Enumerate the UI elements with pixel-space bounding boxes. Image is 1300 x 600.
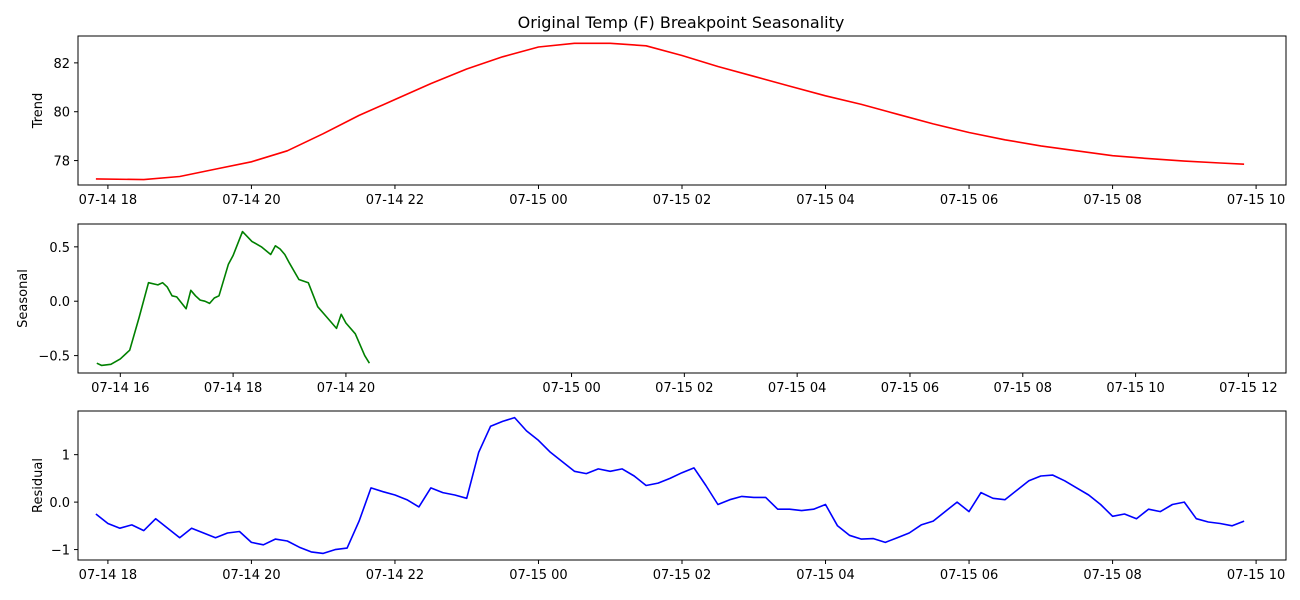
x-tick-label: 07-15 06 (881, 381, 939, 396)
y-tick-label: 78 (53, 155, 70, 170)
residual-panel: 07-14 18 07-14 20 07-14 22 07-15 00 07-15 02… (31, 410, 1287, 583)
x-tick-label: 07-14 20 (222, 193, 280, 208)
y-tick-label: 0.5 (49, 241, 70, 256)
x-tick-label: 07-14 18 (79, 193, 137, 208)
x-tick-label: 07-15 12 (1219, 381, 1277, 396)
x-tick-label: 07-15 02 (653, 193, 711, 208)
x-tick-label: 07-15 10 (1227, 193, 1285, 208)
trend-y-axis-label: Trend (31, 93, 46, 130)
y-tick-label: 1 (62, 449, 70, 464)
x-tick-label: 07-15 00 (542, 381, 600, 396)
figure-title: Original Temp (F) Breakpoint Seasonality (518, 13, 845, 32)
y-tick-label: 0.0 (49, 496, 70, 511)
y-tick-label: 80 (53, 106, 70, 121)
x-tick-label: 07-14 22 (366, 193, 424, 208)
seasonal-panel: 07-14 16 07-14 18 07-14 20 07-15 00 07-15 02… (16, 223, 1287, 396)
x-tick-label: 07-15 08 (1083, 193, 1141, 208)
seasonal-series-line (96, 230, 371, 367)
seasonal-y-axis-label: Seasonal (16, 269, 31, 328)
x-tick-label: 07-15 04 (796, 568, 854, 583)
seasonal-axes-frame (77, 223, 1287, 374)
x-tick-label: 07-15 06 (940, 568, 998, 583)
x-tick-label: 07-15 02 (655, 381, 713, 396)
x-tick-label: 07-15 10 (1227, 568, 1285, 583)
x-tick-label: 07-15 00 (509, 193, 567, 208)
x-tick-label: 07-15 02 (653, 568, 711, 583)
x-tick-label: 07-15 10 (1106, 381, 1164, 396)
trend-series-line (95, 42, 1245, 181)
x-tick-label: 07-15 08 (994, 381, 1052, 396)
x-tick-label: 07-15 00 (509, 568, 567, 583)
residual-series-line (95, 416, 1245, 555)
x-tick-label: 07-15 08 (1083, 568, 1141, 583)
x-tick-label: 07-14 18 (79, 568, 137, 583)
y-tick-label: 82 (53, 57, 70, 72)
x-tick-label: 07-14 16 (91, 381, 149, 396)
trend-axes-frame (77, 35, 1287, 186)
x-tick-label: 07-15 06 (940, 193, 998, 208)
y-tick-label: −1 (51, 544, 70, 559)
x-tick-label: 07-14 20 (317, 381, 375, 396)
residual-y-axis-label: Residual (31, 458, 46, 513)
y-tick-label: −0.5 (38, 350, 70, 365)
x-tick-label: 07-14 18 (204, 381, 262, 396)
y-tick-label: 0.0 (49, 295, 70, 310)
residual-axes-frame (77, 410, 1287, 561)
trend-panel: 07-14 18 07-14 20 07-14 22 07-15 00 07-15 02… (31, 35, 1287, 208)
x-tick-label: 07-15 04 (796, 193, 854, 208)
x-tick-label: 07-15 04 (768, 381, 826, 396)
x-tick-label: 07-14 22 (366, 568, 424, 583)
x-tick-label: 07-14 20 (222, 568, 280, 583)
